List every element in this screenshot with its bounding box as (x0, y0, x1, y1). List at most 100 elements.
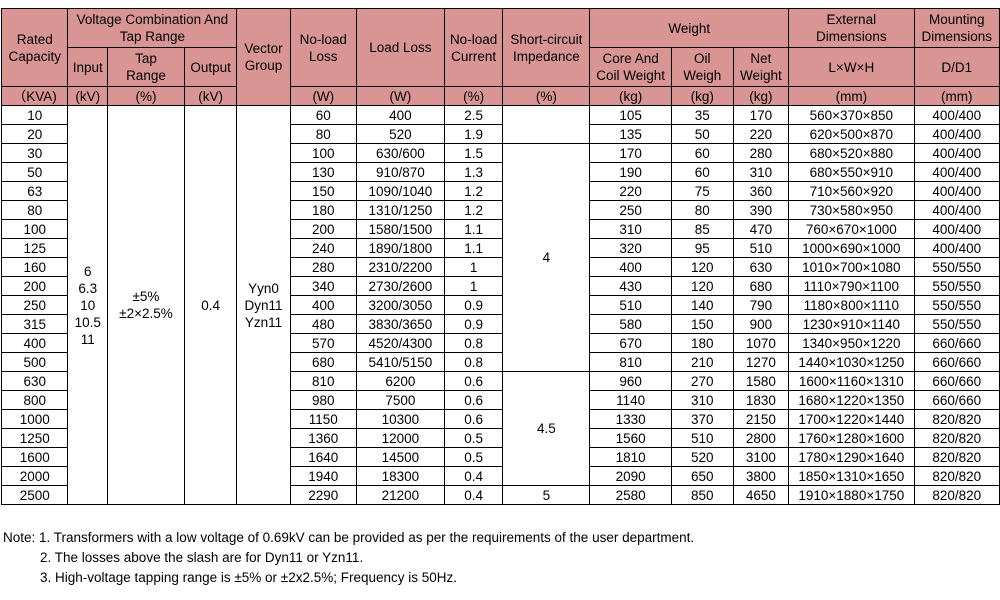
net-weight-cell: 360 (732, 181, 790, 201)
unit-core: (kg) (589, 86, 672, 106)
notes: Note: 1. Transformers with a low voltage… (3, 528, 694, 588)
load-loss-cell: 2730/2600 (355, 276, 445, 296)
table-row: 100 200 1580/1500 1.1 310 85 470 760×670×1000 40… (0, 219, 1000, 239)
rated-capacity-cell: 160 (0, 257, 69, 277)
rated-capacity-cell: 80 (0, 200, 69, 220)
oil-weight-cell: 35 (670, 105, 734, 125)
unit-impedance: (%) (502, 86, 591, 106)
rated-capacity-cell: 30 (0, 143, 69, 163)
output-voltage-cell: 0.4 (183, 105, 238, 505)
tap-range-cell: ±5% ±2×2.5% (107, 105, 185, 505)
no-load-current-cell: 2.5 (443, 105, 504, 125)
no-load-loss-cell: 680 (289, 352, 357, 372)
mounting-dimensions-cell: 820/820 (913, 409, 1000, 429)
load-loss-cell: 21200 (355, 485, 445, 505)
no-load-loss-cell: 2290 (289, 485, 357, 505)
net-weight-cell: 1580 (732, 371, 790, 391)
core-coil-weight-cell: 170 (589, 143, 672, 163)
input-voltage-cell-line: 10 (80, 297, 96, 313)
external-dimensions-cell: 1700×1220×1440 (788, 409, 915, 429)
no-load-loss-cell: 1640 (289, 447, 357, 467)
header-lwh: L×W×H (788, 47, 915, 87)
oil-weight-cell: 310 (670, 390, 734, 410)
rated-capacity-cell: 250 (0, 295, 69, 315)
input-voltage-cell: 6 6.3 10 10.5 11 (67, 105, 109, 505)
table-row: 10 6 6.3 10 10.5 11 ±5% ±2×2.5% 0.4 Yyn0 Dyn11 Yzn1… (0, 105, 1000, 505)
table-body: 10 6 6.3 10 10.5 11 ±5% ±2×2.5% 0.4 Yyn0 Dyn11 Yzn1… (0, 105, 1000, 505)
load-loss-cell: 520 (355, 124, 445, 144)
oil-weight-cell: 650 (670, 466, 734, 486)
mounting-dimensions-cell: 820/820 (913, 447, 1000, 467)
no-load-current-cell: 1 (443, 257, 504, 277)
no-load-loss-cell: 480 (289, 314, 357, 334)
no-load-loss-cell: 400 (289, 295, 357, 315)
rated-capacity-cell: 2000 (0, 466, 69, 486)
external-dimensions-cell: 1010×700×1080 (788, 257, 915, 277)
external-dimensions-cell: 730×580×950 (788, 200, 915, 220)
table-row: 630 810 6200 0.6 4.5 960 270 1580 1600×1160×1310… (0, 371, 1000, 486)
load-loss-cell: 12000 (355, 428, 445, 448)
net-weight-cell: 310 (732, 162, 790, 182)
no-load-current-cell: 0.4 (443, 466, 504, 486)
external-dimensions-cell: 560×370×850 (788, 105, 915, 125)
table-row: 1250 1360 12000 0.5 1560 510 2800 1760×1280×160… (0, 428, 1000, 448)
oil-weight-cell: 510 (670, 428, 734, 448)
core-coil-weight-cell: 400 (589, 257, 672, 277)
header-weight: Weight (589, 8, 790, 48)
load-loss-cell: 7500 (355, 390, 445, 410)
header-vector-group: Vector Group (236, 8, 291, 106)
no-load-loss-cell: 1360 (289, 428, 357, 448)
core-coil-weight-cell: 2090 (589, 466, 672, 486)
core-coil-weight-cell: 220 (589, 181, 672, 201)
oil-weight-cell: 95 (670, 238, 734, 258)
impedance-cell: 5 (502, 485, 591, 505)
core-coil-weight-cell: 430 (589, 276, 672, 296)
table-row: 30 100 630/600 1.5 4 170 60 280 680×520×880 400/4… (0, 143, 1000, 372)
oil-weight-cell: 140 (670, 295, 734, 315)
external-dimensions-cell: 1230×910×1140 (788, 314, 915, 334)
no-load-current-cell: 0.8 (443, 333, 504, 353)
header-load-loss: Load Loss (355, 8, 445, 87)
impedance-cell: 4.5 (502, 371, 591, 486)
mounting-dimensions-cell: 660/660 (913, 352, 1000, 372)
note-1: Note: 1. Transformers with a low voltage… (3, 530, 695, 545)
note-2: 2. The losses above the slash are for Dy… (40, 550, 364, 565)
net-weight-cell: 390 (732, 200, 790, 220)
no-load-loss-cell: 980 (289, 390, 357, 410)
external-dimensions-cell: 680×550×910 (788, 162, 915, 182)
no-load-current-cell: 1.5 (443, 143, 504, 163)
load-loss-cell: 630/600 (355, 143, 445, 163)
table-row: 315 480 3830/3650 0.9 580 150 900 1230×910×1140… (0, 314, 1000, 334)
mounting-dimensions-cell: 660/660 (913, 371, 1000, 391)
net-weight-cell: 1070 (732, 333, 790, 353)
no-load-loss-cell: 130 (289, 162, 357, 182)
external-dimensions-cell: 1600×1160×1310 (788, 371, 915, 391)
rated-capacity-cell: 100 (0, 219, 69, 239)
load-loss-cell: 14500 (355, 447, 445, 467)
mounting-dimensions-cell: 400/400 (913, 238, 1000, 258)
mounting-dimensions-cell: 660/660 (913, 333, 1000, 353)
net-weight-cell: 2150 (732, 409, 790, 429)
load-loss-cell: 1890/1800 (355, 238, 445, 258)
input-voltage-cell-line: 6.3 (78, 280, 98, 296)
no-load-current-cell: 0.6 (443, 390, 504, 410)
no-load-current-cell: 0.6 (443, 409, 504, 429)
unit-net: (kg) (732, 86, 790, 106)
unit-load-loss: (W) (355, 86, 445, 106)
oil-weight-cell: 60 (670, 143, 734, 163)
mounting-dimensions-cell: 550/550 (913, 257, 1000, 277)
load-loss-cell: 10300 (355, 409, 445, 429)
no-load-loss-cell: 570 (289, 333, 357, 353)
oil-weight-cell: 520 (670, 447, 734, 467)
input-voltage-cell-line: 10.5 (74, 314, 101, 330)
no-load-loss-cell: 200 (289, 219, 357, 239)
external-dimensions-cell: 680×520×880 (788, 143, 915, 163)
no-load-current-cell: 1.1 (443, 238, 504, 258)
net-weight-cell: 510 (732, 238, 790, 258)
rated-capacity-cell: 800 (0, 390, 69, 410)
no-load-current-cell: 0.5 (443, 447, 504, 467)
oil-weight-cell: 850 (670, 485, 734, 505)
header-no-load-loss: No-load Loss (289, 8, 357, 87)
no-load-current-cell: 0.6 (443, 371, 504, 391)
net-weight-cell: 470 (732, 219, 790, 239)
